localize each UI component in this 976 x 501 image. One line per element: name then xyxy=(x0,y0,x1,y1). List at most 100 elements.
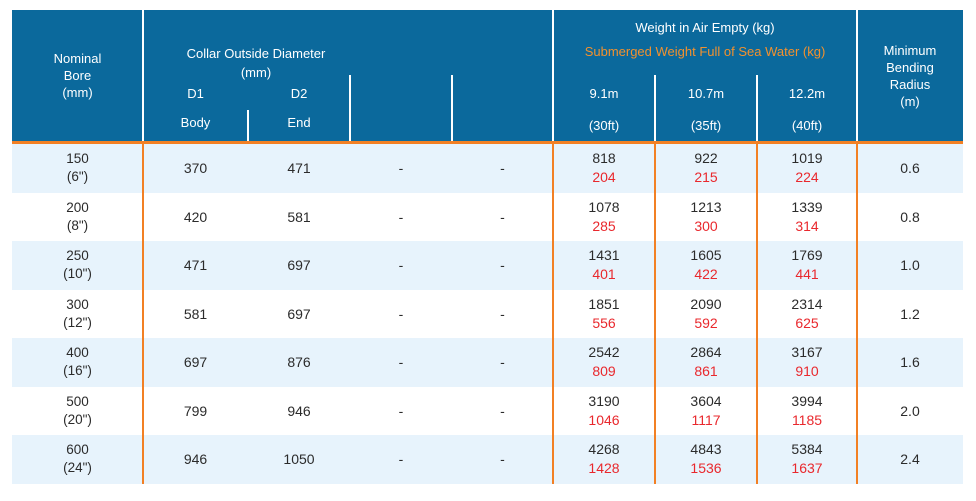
weight-air: 1339 xyxy=(791,198,823,215)
header-nominal-bore-line: (mm) xyxy=(62,85,93,100)
header-length-12-2m: 12.2m xyxy=(788,86,826,101)
weight-cell-10-7m: 922 215 xyxy=(655,144,757,193)
weight-air: 1019 xyxy=(791,150,823,167)
table-row: 600 (24") 946 1050 - - 4268 1428 4843 15… xyxy=(12,435,963,484)
weight-cell-12-2m: 2314 625 xyxy=(757,290,857,339)
weight-submerged: 809 xyxy=(592,363,616,380)
weight-cell-9-1m: 2542 809 xyxy=(553,338,655,387)
nominal-bore-cell: 400 (16") xyxy=(12,338,143,387)
weight-cell-9-1m: 4268 1428 xyxy=(553,435,655,484)
header-weight-submerged-title: Submerged Weight Full of Sea Water (kg) xyxy=(584,44,826,59)
d1-body-cell: 799 xyxy=(183,402,208,419)
header-bending-line: Bending xyxy=(886,59,934,75)
bore-inches: (16") xyxy=(63,363,92,379)
table-row: 400 (16") 697 876 - - 2542 809 2864 861 … xyxy=(12,338,963,387)
weight-submerged: 441 xyxy=(795,266,819,283)
empty-col-cell: - xyxy=(398,208,404,225)
header-min-bending-radius: Minimum Bending Radius (m) xyxy=(857,10,963,141)
header-length-30ft: (30ft) xyxy=(588,118,620,133)
header-divider xyxy=(552,10,554,141)
empty-col-cell: - xyxy=(500,257,505,274)
bore-mm: 400 xyxy=(66,345,89,361)
header-length-40ft: (40ft) xyxy=(791,118,823,133)
table-row: 200 (8") 420 581 - - 1078 285 1213 300 1… xyxy=(12,192,963,242)
column-orange-rule xyxy=(552,144,554,484)
empty-col-cell: - xyxy=(398,402,404,419)
header-nominal-bore-line: Nominal xyxy=(53,51,102,66)
bending-radius-cell: 0.6 xyxy=(900,160,920,177)
weight-cell-10-7m: 3604 1117 xyxy=(655,387,757,436)
table-row: 250 (10") 471 697 - - 1431 401 1605 422 … xyxy=(12,241,963,290)
bore-inches: (24") xyxy=(63,460,92,476)
weight-air: 1769 xyxy=(791,247,823,264)
weight-cell-10-7m: 2090 592 xyxy=(655,290,757,339)
header-bending-line: Radius xyxy=(889,76,931,92)
header-d1: D1 xyxy=(187,86,204,101)
bore-inches: (12") xyxy=(63,314,92,330)
d2-end-cell: 697 xyxy=(287,305,311,322)
pipe-spec-table: Nominal Bore (mm) Collar Outside Diamete… xyxy=(12,10,963,484)
weight-submerged: 422 xyxy=(694,266,718,283)
column-orange-rule xyxy=(756,144,758,484)
d2-end-cell: 471 xyxy=(287,160,311,177)
nominal-bore-cell: 200 (8") xyxy=(12,193,143,242)
weight-submerged: 861 xyxy=(694,363,718,380)
header-divider xyxy=(451,75,453,141)
nominal-bore-cell: 500 (20") xyxy=(12,387,143,436)
bore-mm: 600 xyxy=(66,442,89,458)
weight-submerged: 910 xyxy=(795,363,819,380)
weight-cell-12-2m: 3167 910 xyxy=(757,338,857,387)
header-orange-rule xyxy=(12,141,963,144)
table-header: Nominal Bore (mm) Collar Outside Diamete… xyxy=(12,10,963,141)
weight-submerged: 1046 xyxy=(588,411,620,428)
bore-mm: 500 xyxy=(66,393,89,409)
weight-submerged: 1185 xyxy=(791,411,823,428)
header-divider xyxy=(756,75,758,141)
weight-cell-9-1m: 818 204 xyxy=(553,144,655,193)
column-orange-rule xyxy=(654,144,656,484)
bending-radius-cell: 2.4 xyxy=(900,451,920,468)
header-divider xyxy=(349,75,351,141)
weight-cell-10-7m: 1605 422 xyxy=(655,241,757,290)
weight-air: 1431 xyxy=(588,247,620,264)
weight-submerged: 215 xyxy=(694,169,718,186)
weight-air: 922 xyxy=(694,150,718,167)
weight-air: 2314 xyxy=(791,295,823,312)
empty-col-cell: - xyxy=(398,451,404,468)
weight-air: 2864 xyxy=(690,344,722,361)
header-divider xyxy=(142,10,144,141)
d1-body-cell: 581 xyxy=(183,305,208,322)
weight-submerged: 224 xyxy=(795,169,819,186)
bore-mm: 200 xyxy=(66,199,89,215)
weight-air: 4268 xyxy=(588,441,620,458)
bore-mm: 250 xyxy=(66,248,89,264)
weight-air: 2090 xyxy=(690,295,722,312)
header-divider xyxy=(247,110,249,141)
header-divider xyxy=(654,75,656,141)
empty-col-cell: - xyxy=(500,305,505,322)
weight-cell-9-1m: 3190 1046 xyxy=(553,387,655,436)
weight-cell-12-2m: 1769 441 xyxy=(757,241,857,290)
weight-air: 1605 xyxy=(690,247,722,264)
empty-col-cell: - xyxy=(398,305,404,322)
weight-submerged: 1117 xyxy=(691,411,721,428)
bore-mm: 300 xyxy=(66,296,89,312)
d1-body-cell: 420 xyxy=(183,208,208,225)
d2-end-cell: 876 xyxy=(287,354,311,371)
d1-body-cell: 697 xyxy=(183,354,208,371)
weight-cell-9-1m: 1431 401 xyxy=(553,241,655,290)
d2-end-cell: 946 xyxy=(287,402,311,419)
nominal-bore-cell: 250 (10") xyxy=(12,241,143,290)
nominal-bore-cell: 600 (24") xyxy=(12,435,143,484)
weight-submerged: 1536 xyxy=(690,460,722,477)
nominal-bore-cell: 150 (6") xyxy=(12,144,143,193)
weight-submerged: 1637 xyxy=(791,460,823,477)
header-bending-line: Minimum xyxy=(883,42,937,58)
d1-body-cell: 946 xyxy=(183,451,208,468)
table-body: 150 (6") 370 471 - - 818 204 922 215 101… xyxy=(12,144,963,484)
weight-air: 1851 xyxy=(588,295,620,312)
weight-air: 3190 xyxy=(588,392,620,409)
bending-radius-cell: 1.6 xyxy=(900,354,920,371)
bore-inches: (8") xyxy=(66,217,89,233)
weight-cell-9-1m: 1851 556 xyxy=(553,290,655,339)
